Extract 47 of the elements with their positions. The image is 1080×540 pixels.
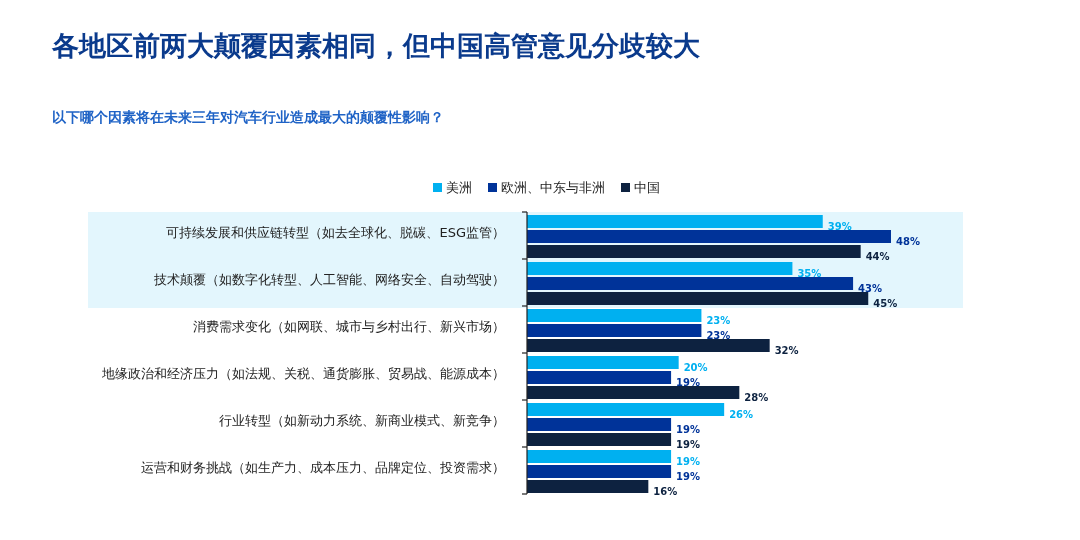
data-label: 35% bbox=[797, 268, 822, 279]
data-label: 23% bbox=[706, 330, 731, 341]
data-label: 28% bbox=[744, 392, 769, 403]
bar bbox=[527, 418, 672, 431]
chart-title: 各地区前两大颠覆因素相同，但中国高管意见分歧较大 bbox=[51, 30, 701, 61]
bar bbox=[527, 230, 891, 243]
data-label: 32% bbox=[774, 345, 799, 356]
y-tick-label: 运营和财务挑战（如生产力、成本压力、品牌定位、投资需求） bbox=[141, 459, 505, 475]
bar bbox=[527, 450, 672, 463]
bar bbox=[527, 309, 702, 322]
bar bbox=[527, 465, 672, 478]
legend-label: 中国 bbox=[634, 180, 660, 195]
text: 以下哪个因素将在未来三年对汽车行业造成最大的颠覆性影响？ bbox=[52, 109, 444, 125]
data-label: 26% bbox=[729, 409, 754, 420]
data-label: 19% bbox=[676, 439, 701, 450]
data-label: 19% bbox=[676, 456, 701, 467]
bar bbox=[527, 262, 793, 275]
y-tick-label: 地缘政治和经济压力（如法规、关税、通货膨胀、贸易战、能源成本） bbox=[101, 365, 505, 381]
y-tick-label: 消费需求变化（如网联、城市与乡村出行、新兴市场） bbox=[193, 318, 505, 334]
bar bbox=[527, 292, 869, 305]
bar bbox=[527, 339, 770, 352]
bar bbox=[527, 277, 854, 290]
data-label: 23% bbox=[706, 315, 731, 326]
y-tick-label: 技术颠覆（如数字化转型、人工智能、网络安全、自动驾驶） bbox=[153, 271, 505, 287]
data-label: 48% bbox=[896, 236, 920, 247]
bar bbox=[527, 356, 679, 369]
data-label: 19% bbox=[676, 377, 701, 388]
bar bbox=[527, 433, 672, 446]
legend-label: 美洲 bbox=[446, 180, 472, 195]
data-label: 16% bbox=[653, 486, 678, 497]
data-label: 20% bbox=[683, 362, 708, 373]
y-tick-label: 行业转型（如新动力系统、新商业模式、新竞争） bbox=[219, 412, 505, 428]
y-tick-label: 可持续发展和供应链转型（如去全球化、脱碳、ESG监管） bbox=[166, 224, 505, 240]
data-label: 19% bbox=[676, 471, 701, 482]
bar bbox=[527, 371, 672, 384]
bar bbox=[527, 386, 740, 399]
data-label: 43% bbox=[858, 283, 883, 294]
data-label: 39% bbox=[827, 221, 852, 232]
bar bbox=[527, 403, 725, 416]
legend-label: 欧洲、中东与非洲 bbox=[501, 180, 605, 195]
bar bbox=[527, 215, 823, 228]
bar bbox=[527, 245, 861, 258]
data-label: 45% bbox=[873, 298, 898, 309]
data-label: 44% bbox=[865, 251, 890, 262]
bar bbox=[527, 480, 649, 493]
bar bbox=[527, 324, 702, 337]
data-label: 19% bbox=[676, 424, 701, 435]
